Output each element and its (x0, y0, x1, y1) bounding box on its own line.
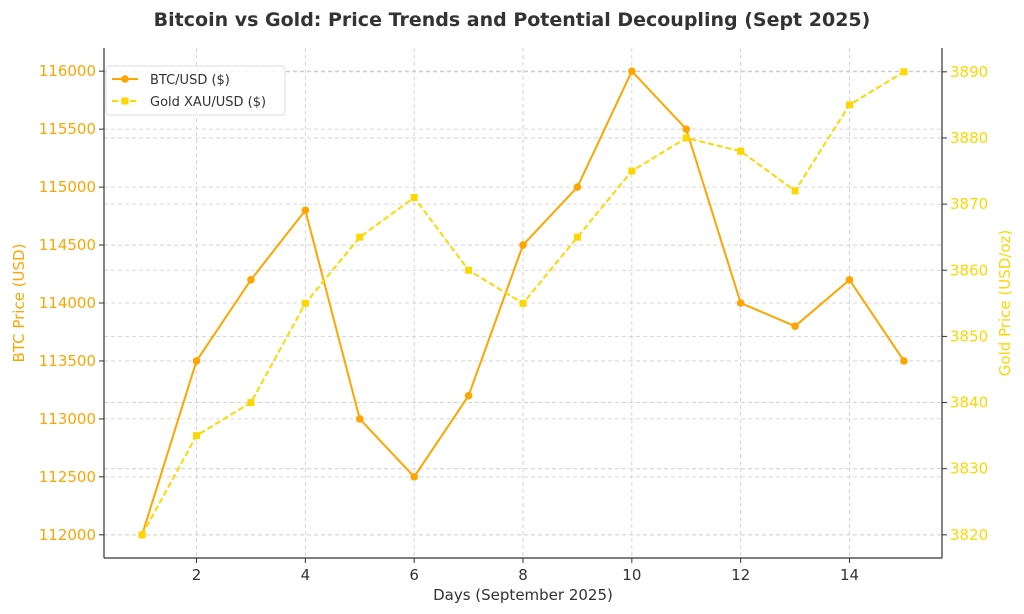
y-tick-label-right: 3860 (950, 261, 988, 279)
data-point-gold (519, 299, 527, 307)
y-tick-label-left: 115000 (39, 178, 96, 196)
data-point-gold (737, 147, 745, 155)
data-point-btc (682, 125, 691, 133)
data-point-btc (736, 299, 745, 307)
data-point-btc (410, 473, 418, 481)
legend: BTC/USD ($) Gold XAU/USD ($) (105, 65, 286, 116)
y-axis-label-left: BTC Price (USD) (10, 244, 28, 363)
data-point-gold (247, 399, 255, 407)
y-tick-label-left: 115500 (39, 120, 96, 138)
legend-marker-gold (121, 97, 129, 105)
data-point-gold (845, 101, 853, 109)
data-point-btc (900, 357, 908, 365)
data-point-btc (845, 276, 854, 284)
x-tick-label: 4 (301, 566, 311, 584)
data-point-gold (138, 531, 146, 539)
data-point-btc (247, 276, 255, 284)
y-tick-label-left: 112000 (39, 526, 96, 544)
y-tick-label-right: 3840 (950, 394, 988, 412)
y-tick-label-left: 114500 (39, 236, 96, 254)
y-tick-label-left: 113500 (39, 352, 96, 370)
y-tick-label-right: 3890 (950, 63, 988, 81)
y-tick-label-left: 113000 (39, 410, 96, 428)
y-tick-label-right: 3830 (950, 460, 988, 478)
data-point-btc (192, 357, 201, 365)
data-point-gold (628, 167, 636, 175)
legend-label-gold: Gold XAU/USD ($) (150, 95, 266, 110)
chart-title: Bitcoin vs Gold: Price Trends and Potent… (154, 9, 871, 31)
data-point-gold (900, 68, 908, 76)
x-tick-label: 14 (840, 566, 859, 584)
y-tick-label-right: 3870 (950, 195, 988, 213)
x-tick-label: 8 (518, 566, 528, 584)
data-point-btc (519, 241, 527, 249)
y-axis-label-right: Gold Price (USD/oz) (996, 230, 1014, 376)
y-tick-label-left: 112500 (39, 468, 96, 486)
data-point-btc (573, 183, 582, 191)
data-point-btc (301, 206, 310, 215)
series (138, 67, 908, 539)
data-point-gold (410, 193, 418, 201)
x-tick-label: 2 (192, 566, 202, 584)
axes: 2 4 6 8 10 12 14 112000 112500 113000 113500 114000… (39, 48, 988, 584)
data-point-gold (791, 187, 799, 195)
data-point-btc (791, 322, 799, 330)
data-point-gold (682, 134, 690, 142)
data-point-gold (465, 266, 473, 274)
data-point-gold (573, 233, 581, 241)
data-point-gold (193, 432, 201, 440)
data-point-btc (464, 391, 473, 400)
y-tick-label-right: 3880 (950, 129, 988, 147)
data-point-btc (628, 67, 636, 75)
y-tick-label-left: 114000 (39, 294, 96, 312)
data-point-btc (355, 415, 364, 423)
data-point-gold (356, 233, 364, 241)
legend-marker-btc (121, 75, 129, 83)
x-tick-label: 6 (409, 566, 419, 584)
y-tick-label-left: 116000 (39, 62, 96, 80)
x-tick-label: 10 (622, 566, 641, 584)
y-tick-label-right: 3820 (950, 526, 988, 544)
x-axis-label: Days (September 2025) (433, 586, 613, 604)
legend-label-btc: BTC/USD ($) (150, 73, 230, 88)
x-tick-label: 12 (731, 566, 750, 584)
y-tick-label-right: 3850 (950, 327, 988, 345)
data-point-gold (301, 299, 309, 307)
